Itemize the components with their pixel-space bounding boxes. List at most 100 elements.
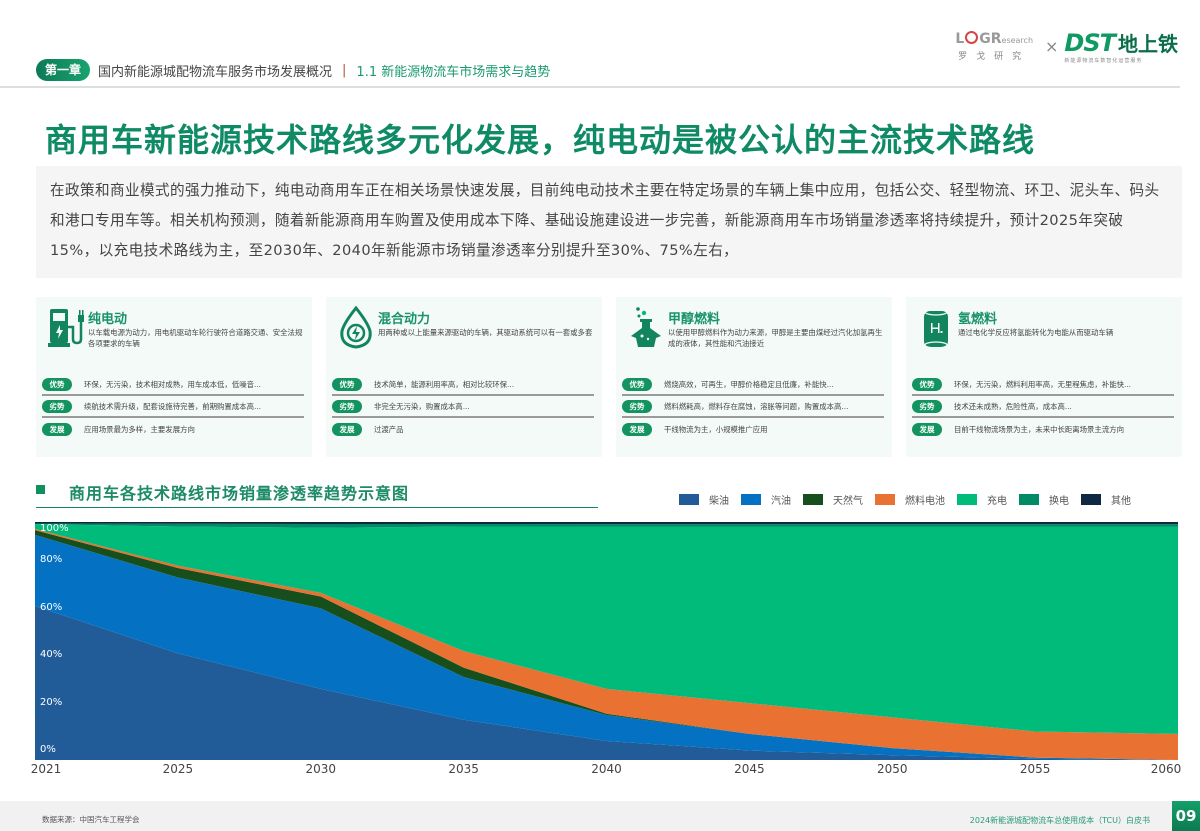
card-description: 通过电化学反应将氢能转化为电能从而驱动车辆 <box>958 328 1114 337</box>
development-tag: 发展 <box>622 422 652 436</box>
legend-item: 其他 <box>1081 492 1131 507</box>
x-tick-label: 2030 <box>305 762 337 776</box>
square-bullet-icon <box>36 485 45 494</box>
card-title: 混合动力 <box>378 312 431 327</box>
legend-label: 其他 <box>1111 496 1131 507</box>
advantage-tag: 优势 <box>912 377 942 391</box>
disadvantage-row: 劣势 非完全无污染，购置成本高... <box>332 396 594 418</box>
advantage-tag: 优势 <box>622 377 652 391</box>
legend-label: 天然气 <box>833 496 863 507</box>
partner-logos: L GResearch 罗戈研究 × DST 地上铁 新能源物流车数智化运营服务 <box>955 28 1178 65</box>
y-tick-label: 0% <box>40 744 56 755</box>
card-description: 用两种或以上能量来源驱动的车辆，其驱动系统可以有一套或多套 <box>378 328 593 337</box>
card-description: 以使用甲醇燃料作为动力来源，甲醇是主要由煤经过汽化加氢再生成的液体，其性能和汽油… <box>668 328 883 348</box>
breadcrumb-separator: | <box>342 62 347 78</box>
advantage-row: 优势 技术简单，能源利用率高，相对比较环保... <box>332 374 594 396</box>
chapter-title: 国内新能源城配物流车服务市场发展概况 <box>98 64 333 80</box>
x-tick-label: 2040 <box>591 762 622 776</box>
legend-item: 换电 <box>1019 492 1069 507</box>
development-row: 发展 过渡产品 <box>332 418 594 440</box>
area-series-0 <box>35 605 1178 760</box>
legend-swatch-icon <box>875 494 895 505</box>
legend-label: 换电 <box>1049 496 1069 507</box>
advantage-row: 优势 环保，无污染，技术相对成熟，用车成本低，低噪音... <box>42 374 304 396</box>
legend-swatch-icon <box>1019 494 1039 505</box>
legend-item: 燃料电池 <box>875 492 945 507</box>
x-tick-label: 2025 <box>162 762 194 776</box>
disadvantage-tag: 劣势 <box>622 399 652 413</box>
area-series-4 <box>35 524 1178 734</box>
x-tick-label: 2045 <box>734 762 765 776</box>
advantage-row: 优势 环保，无污染，燃料利用率高，无里程焦虑，补能快... <box>912 374 1174 396</box>
card-title: 甲醇燃料 <box>668 312 721 327</box>
legend-swatch-icon <box>957 494 977 505</box>
card-title: 氢燃料 <box>958 312 998 327</box>
page-footer: 数据来源：中国汽车工程学会 2024新能源城配物流车总使用成本（TCU）白皮书 … <box>0 801 1200 831</box>
card-hybrid: 混合动力 用两种或以上能量来源驱动的车辆，其驱动系统可以有一套或多套 优势 技术简… <box>326 297 602 457</box>
development-row: 发展 应用场景最为多样，主要发展方向 <box>42 418 304 440</box>
card-pure-electric: 纯电动 以车载电源为动力，用电机驱动车轮行驶符合道路交通、安全法规各项要求的车辆… <box>36 297 312 457</box>
tech-route-cards: 纯电动 以车载电源为动力，用电机驱动车轮行驶符合道路交通、安全法规各项要求的车辆… <box>36 297 1182 459</box>
legend-label: 充电 <box>987 496 1007 507</box>
chapter-breadcrumb: 第一章 国内新能源城配物流车服务市场发展概况 | 1.1 新能源物流车市场需求与… <box>36 59 550 81</box>
disadvantage-row: 劣势 技术还未成熟，危险性高，成本高... <box>912 396 1174 418</box>
chart-title: 商用车各技术路线市场销量渗透率趋势示意图 <box>69 484 410 503</box>
disadvantage-row: 劣势 续航技术需升级，配套设施待完善，前期购置成本高... <box>42 396 304 418</box>
x-tick-label: 2021 <box>30 762 62 776</box>
legend-swatch-icon <box>679 494 699 505</box>
book-title: 2024新能源城配物流车总使用成本（TCU）白皮书 <box>969 816 1150 825</box>
y-tick-label: 100% <box>40 523 69 534</box>
legend-item: 充电 <box>957 492 1007 507</box>
x-tick-label: 2035 <box>448 762 479 776</box>
data-source: 数据来源：中国汽车工程学会 <box>42 815 140 824</box>
x-tick-label: 2050 <box>876 762 908 776</box>
chart-plot <box>35 522 1178 760</box>
legend-swatch-icon <box>1081 494 1101 505</box>
disadvantage-tag: 劣势 <box>42 399 72 413</box>
legend-item: 天然气 <box>803 492 863 507</box>
card-description: 以车载电源为动力，用电机驱动车轮行驶符合道路交通、安全法规各项要求的车辆 <box>88 328 303 348</box>
development-row: 发展 目前干线物流场景为主，未来中长距离场景主流方向 <box>912 418 1174 440</box>
cross-icon: × <box>1045 36 1059 56</box>
y-tick-label: 60% <box>40 601 63 613</box>
advantage-tag: 优势 <box>332 377 362 391</box>
charging-station-icon <box>48 309 84 347</box>
page-number: 09 <box>1172 801 1200 831</box>
x-tick-label: 2055 <box>1019 762 1051 776</box>
y-tick-label: 40% <box>40 649 63 661</box>
development-row: 发展 干线物流为主，小规模推广应用 <box>622 418 884 440</box>
card-hydrogen: 氢燃料 通过电化学反应将氢能转化为电能从而驱动车辆 优势 环保，无污染，燃料利用率… <box>906 297 1182 457</box>
y-tick-label: 80% <box>40 554 63 566</box>
area-series-5 <box>35 523 1178 528</box>
chart-legend: 柴油 汽油 天然气 燃料电池 充电 换电 其他 <box>679 492 1143 507</box>
disadvantage-tag: 劣势 <box>912 399 942 413</box>
advantage-tag: 优势 <box>42 377 72 391</box>
legend-swatch-icon <box>741 494 761 505</box>
card-methanol: 甲醇燃料 以使用甲醇燃料作为动力来源，甲醇是主要由煤经过汽化加氢再生成的液体，其… <box>616 297 892 457</box>
advantage-row: 优势 燃烧高效，可再生，甲醇价格稳定且低廉，补能快... <box>622 374 884 396</box>
page-title: 商用车新能源技术路线多元化发展，纯电动是被公认的主流技术路线 <box>45 121 1036 159</box>
legend-item: 柴油 <box>679 492 729 507</box>
chapter-badge: 第一章 <box>36 59 91 81</box>
dst-logo: DST 地上铁 新能源物流车数智化运营服务 <box>1064 28 1178 65</box>
development-tag: 发展 <box>912 422 942 436</box>
development-tag: 发展 <box>332 422 362 436</box>
intro-text: 在政策和商业模式的强力推动下，纯电动商用车正在相关场景快速发展，目前纯电动技术主… <box>50 182 1160 259</box>
card-title: 纯电动 <box>88 312 128 327</box>
section-title: 1.1 新能源物流车市场需求与趋势 <box>356 64 551 80</box>
intro-panel: 在政策和商业模式的强力推动下，纯电动商用车正在相关场景快速发展，目前纯电动技术主… <box>36 166 1182 278</box>
development-tag: 发展 <box>42 422 72 436</box>
target-icon <box>965 30 979 44</box>
legend-swatch-icon <box>803 494 823 505</box>
fuel-drop-bolt-icon <box>340 305 372 349</box>
area-series-3 <box>35 528 1178 760</box>
legend-item: 汽油 <box>741 492 791 507</box>
logr-research-logo: L GResearch 罗戈研究 <box>955 30 1034 62</box>
y-tick-label: 20% <box>40 696 63 708</box>
chart-heading: 商用车各技术路线市场销量渗透率趋势示意图 <box>36 478 598 508</box>
x-tick-label: 2060 <box>1150 762 1182 776</box>
disadvantage-tag: 劣势 <box>332 399 362 413</box>
header-divider <box>0 86 1180 88</box>
disadvantage-row: 劣势 燃料燃耗高，燃料存在腐蚀，溶胀等问题，购置成本高... <box>622 396 884 418</box>
legend-label: 汽油 <box>771 496 791 507</box>
